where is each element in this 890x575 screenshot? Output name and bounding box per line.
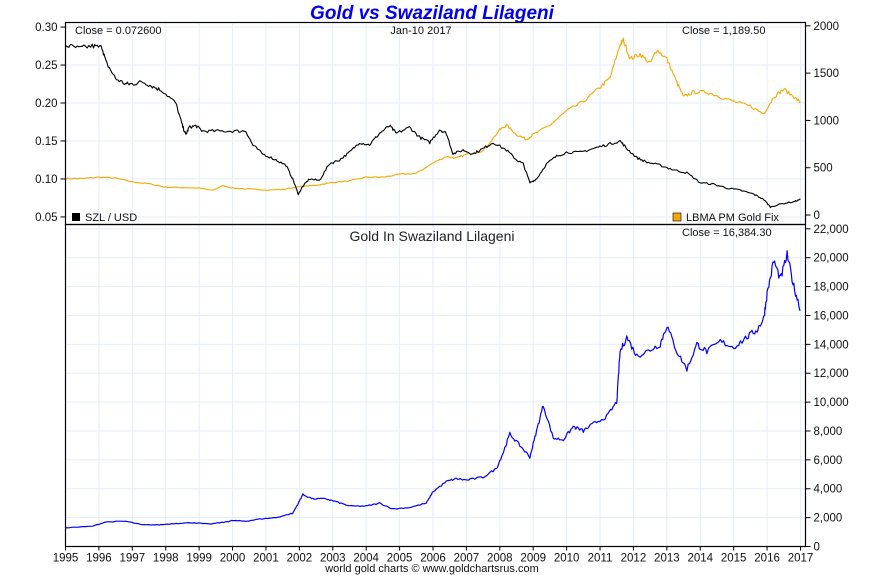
lower-panel-title: Gold In Swaziland Lilageni xyxy=(350,228,515,244)
y-lower-tick-label: 0 xyxy=(814,542,820,554)
x-tick-label: 2007 xyxy=(454,553,480,565)
y-right-tick-label: 0 xyxy=(814,210,820,222)
upper-date-label: Jan-10 2017 xyxy=(390,25,451,37)
y-lower-tick-label: 6,000 xyxy=(814,455,843,467)
series-line-gold-szl xyxy=(65,250,801,529)
x-tick-label: 2014 xyxy=(687,553,713,565)
x-tick-label: 2016 xyxy=(754,553,780,565)
x-tick-label: 1996 xyxy=(86,553,112,565)
legend-label-szl: SZL / USD xyxy=(85,212,137,224)
x-tick-label: 1998 xyxy=(153,553,179,565)
x-tick-label: 2012 xyxy=(621,553,647,565)
y-lower-tick-label: 18,000 xyxy=(814,282,849,294)
upper-series-group xyxy=(65,37,801,209)
x-tick-label: 2001 xyxy=(253,553,279,565)
series-line-lbma-gold xyxy=(65,37,801,191)
lower-panel-frame xyxy=(64,223,807,548)
y-lower-tick-label: 14,000 xyxy=(814,339,849,351)
y-left-tick-label: 0.10 xyxy=(35,174,57,186)
x-tick-label: 1999 xyxy=(186,553,212,565)
x-tick-label: 2006 xyxy=(420,553,446,565)
x-tick-label: 2002 xyxy=(287,553,313,565)
y-lower-tick-label: 10,000 xyxy=(814,397,849,409)
upper-close-right: Close = 1,189.50 xyxy=(682,25,765,37)
y-lower-tick-label: 20,000 xyxy=(814,253,849,265)
y-right-tick-label: 1000 xyxy=(814,115,840,127)
y-left-tick-label: 0.20 xyxy=(35,98,57,110)
lower-close: Close = 16,384.30 xyxy=(682,227,772,239)
x-tick-label: 2000 xyxy=(220,553,246,565)
y-right-tick-label: 500 xyxy=(814,163,833,175)
x-tick-label: 1995 xyxy=(53,553,79,565)
y-lower-tick-label: 16,000 xyxy=(814,310,849,322)
legend-swatch-gold xyxy=(672,212,682,222)
y-right-tick-label: 2000 xyxy=(814,21,840,33)
x-tick-label: 2003 xyxy=(320,553,346,565)
y-lower-tick-label: 8,000 xyxy=(814,426,843,438)
y-lower-tick-label: 2,000 xyxy=(814,513,843,525)
axis-ticks: 1995 1996 1997 1998 1999 2000 2001 2002 2003 2004… xyxy=(35,21,849,565)
y-lower-tick-label: 22,000 xyxy=(814,224,849,236)
x-tick-label: 2010 xyxy=(554,553,580,565)
x-tick-label: 2015 xyxy=(721,553,747,565)
x-tick-label: 2005 xyxy=(387,553,413,565)
x-tick-label: 1997 xyxy=(120,553,146,565)
lower-grid xyxy=(65,224,806,547)
y-left-tick-label: 0.05 xyxy=(35,212,57,224)
series-line-szl-usd xyxy=(65,43,801,209)
y-right-tick-label: 1500 xyxy=(814,68,840,80)
x-tick-label: 2013 xyxy=(654,553,680,565)
upper-grid xyxy=(65,22,806,225)
upper-panel-frame xyxy=(64,21,807,226)
y-left-tick-label: 0.15 xyxy=(35,136,57,148)
legend-label-gold: LBMA PM Gold Fix xyxy=(686,212,779,224)
footer-credit: world gold charts © www.goldchartsrus.co… xyxy=(324,563,539,575)
chart-title: Gold vs Swaziland Lilageni xyxy=(310,3,555,24)
x-tick-label: 2004 xyxy=(353,553,379,565)
x-tick-label: 2017 xyxy=(788,553,814,565)
y-lower-tick-label: 12,000 xyxy=(814,368,849,380)
legend-swatch-szl xyxy=(72,213,80,221)
x-tick-label: 2009 xyxy=(520,553,546,565)
x-tick-label: 2011 xyxy=(588,553,613,565)
y-lower-tick-label: 4,000 xyxy=(814,484,843,496)
y-left-tick-label: 0.25 xyxy=(35,60,57,72)
lower-series-group xyxy=(65,250,801,529)
upper-close-left: Close = 0.072600 xyxy=(75,25,162,37)
x-tick-label: 2008 xyxy=(487,553,513,565)
y-left-tick-label: 0.30 xyxy=(35,22,57,34)
